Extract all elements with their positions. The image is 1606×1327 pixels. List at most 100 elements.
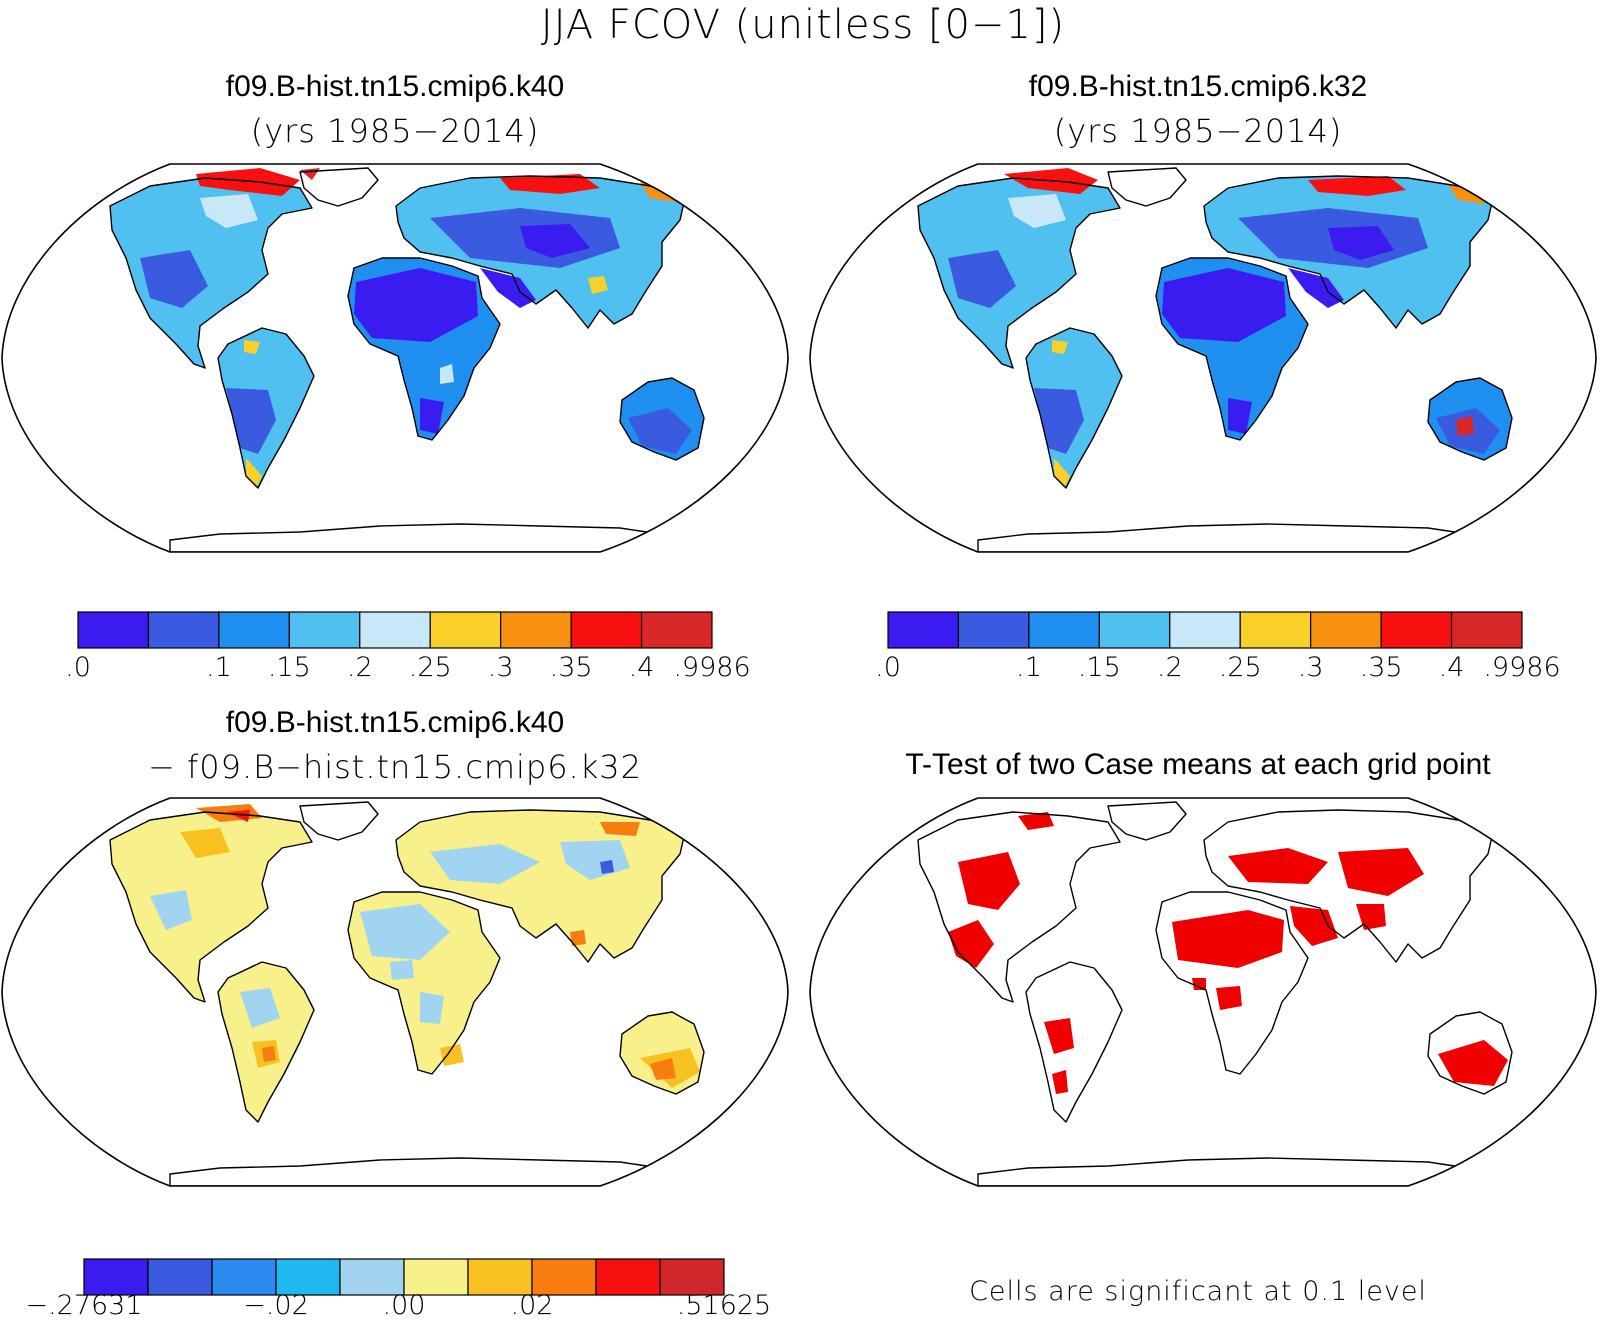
field-region — [1228, 398, 1252, 434]
continent-greenland — [300, 168, 378, 206]
colorbar-swatch — [1239, 611, 1312, 649]
map-top-left — [1, 163, 789, 553]
panel-title-bottom-right: T-Test of two Case means at each grid po… — [905, 748, 1491, 781]
map-frame — [1, 797, 789, 1187]
panel-subtitle-top-left: (yrs 1985−2014) — [250, 112, 540, 150]
panel-title-top-left: f09.B-hist.tn15.cmip6.k40 — [225, 70, 565, 103]
map-frame — [809, 797, 1597, 1187]
coastline-eurasia — [1203, 809, 1494, 963]
field-region — [226, 810, 250, 822]
panel-subtitle-bottom-left: − f09.B−hist.tn15.cmip6.k32 — [148, 748, 642, 786]
field-region — [600, 860, 614, 874]
panel-title-top-right: f09.B-hist.tn15.cmip6.k32 — [1028, 70, 1368, 103]
map-bottom-left — [1, 797, 789, 1187]
field-region — [240, 988, 280, 1028]
coastline-greenland — [1107, 801, 1187, 841]
field-region — [140, 250, 208, 308]
continent-greenland — [300, 802, 378, 840]
colorbar-swatch — [1450, 611, 1523, 649]
coastline-eurasia — [395, 809, 686, 963]
colorbar-tick-label: .3 — [487, 652, 514, 683]
field-region — [958, 852, 1020, 910]
field-region — [1228, 848, 1328, 884]
coastline-north-america — [917, 811, 1121, 1003]
colorbar-top-left — [77, 611, 713, 649]
colorbar-swatch — [1310, 611, 1382, 649]
colorbar-swatch — [339, 1258, 405, 1296]
coastline-south-america — [1025, 961, 1123, 1123]
colorbar-swatch — [218, 611, 290, 649]
coastline-greenland — [299, 167, 379, 207]
colorbar-swatch — [531, 1258, 597, 1296]
coastline-antarctica — [169, 523, 661, 552]
coastline-north-america — [917, 177, 1121, 369]
field-region — [1290, 906, 1338, 946]
colorbar-tick-label: .2 — [1156, 652, 1183, 683]
field-region — [1438, 1040, 1508, 1086]
coastline-australia — [619, 377, 705, 461]
figure-title: JJA FCOV (unitless [0−1]) — [540, 2, 1066, 48]
continent-antarctica — [978, 1158, 1468, 1186]
field-region — [500, 174, 600, 194]
field-region — [1034, 388, 1084, 454]
coastline-south-america — [217, 327, 315, 489]
colorbar-swatch — [211, 1258, 277, 1296]
field-region — [520, 224, 590, 258]
field-region — [1172, 910, 1284, 968]
field-region — [570, 930, 586, 946]
significance-note: Cells are significant at 0.1 level — [969, 1276, 1427, 1307]
colorbar-tick-label: .3 — [1297, 652, 1324, 683]
colorbar-tick-label: .25 — [1218, 652, 1262, 683]
colorbar-tick-label: .1 — [205, 652, 232, 683]
field-region — [360, 904, 450, 960]
field-region — [440, 1044, 464, 1066]
colorbar-swatch — [1098, 611, 1171, 649]
continent-greenland — [1108, 168, 1186, 206]
continent-south-america — [1026, 962, 1122, 1122]
field-region — [200, 194, 258, 228]
continent-antarctica — [978, 524, 1468, 552]
colorbar-swatch — [887, 611, 960, 649]
field-region — [600, 822, 640, 836]
field-region — [588, 276, 608, 294]
continent-north-america — [110, 178, 312, 368]
field-region — [440, 364, 454, 384]
field-region — [1328, 226, 1394, 260]
field-region — [1192, 978, 1206, 990]
field-region — [1456, 416, 1474, 436]
coastline-north-america — [109, 177, 313, 369]
colorbar-tick-label: .9986 — [673, 652, 751, 683]
field-region — [180, 828, 230, 858]
coastline-eurasia — [1203, 175, 1494, 329]
continent-antarctica — [170, 524, 660, 552]
coastline-antarctica — [977, 1157, 1469, 1186]
coastline-eurasia — [395, 175, 686, 329]
coastline-south-america — [217, 961, 315, 1123]
field-region — [1044, 1018, 1074, 1054]
field-region — [1008, 194, 1066, 228]
colorbar-tick-label: .35 — [549, 652, 593, 683]
colorbar-swatch — [1380, 611, 1453, 649]
field-region — [430, 844, 540, 884]
colorbar-tick-label: .00 — [382, 1290, 426, 1321]
map-frame — [809, 163, 1597, 553]
colorbar-swatch — [403, 1258, 469, 1296]
colorbar-tick-label: −.27631 — [25, 1290, 143, 1321]
field-region — [390, 960, 414, 980]
colorbar-tick-label: .0 — [65, 652, 91, 683]
colorbar-swatch — [659, 1258, 725, 1296]
colorbar-swatch — [570, 611, 643, 649]
colorbar-labels-top-left: .0 .1 .15 .2 .25 .3 .35 .4 .9986 — [65, 652, 751, 692]
panel-subtitle-top-right: (yrs 1985−2014) — [1053, 112, 1343, 150]
colorbar-tick-label: .35 — [1359, 652, 1403, 683]
colorbar-tick-label: .1 — [1015, 652, 1042, 683]
continent-antarctica — [170, 1158, 660, 1186]
colorbar-swatch — [147, 611, 220, 649]
coastline-africa — [1155, 891, 1309, 1075]
field-region — [628, 408, 692, 454]
colorbar-tick-label: .02 — [510, 1290, 554, 1321]
field-region — [1308, 176, 1406, 196]
colorbar-tick-label: .4 — [1438, 652, 1465, 683]
colorbar-bottom-left — [83, 1258, 725, 1296]
colorbar-tick-label: .4 — [628, 652, 655, 683]
